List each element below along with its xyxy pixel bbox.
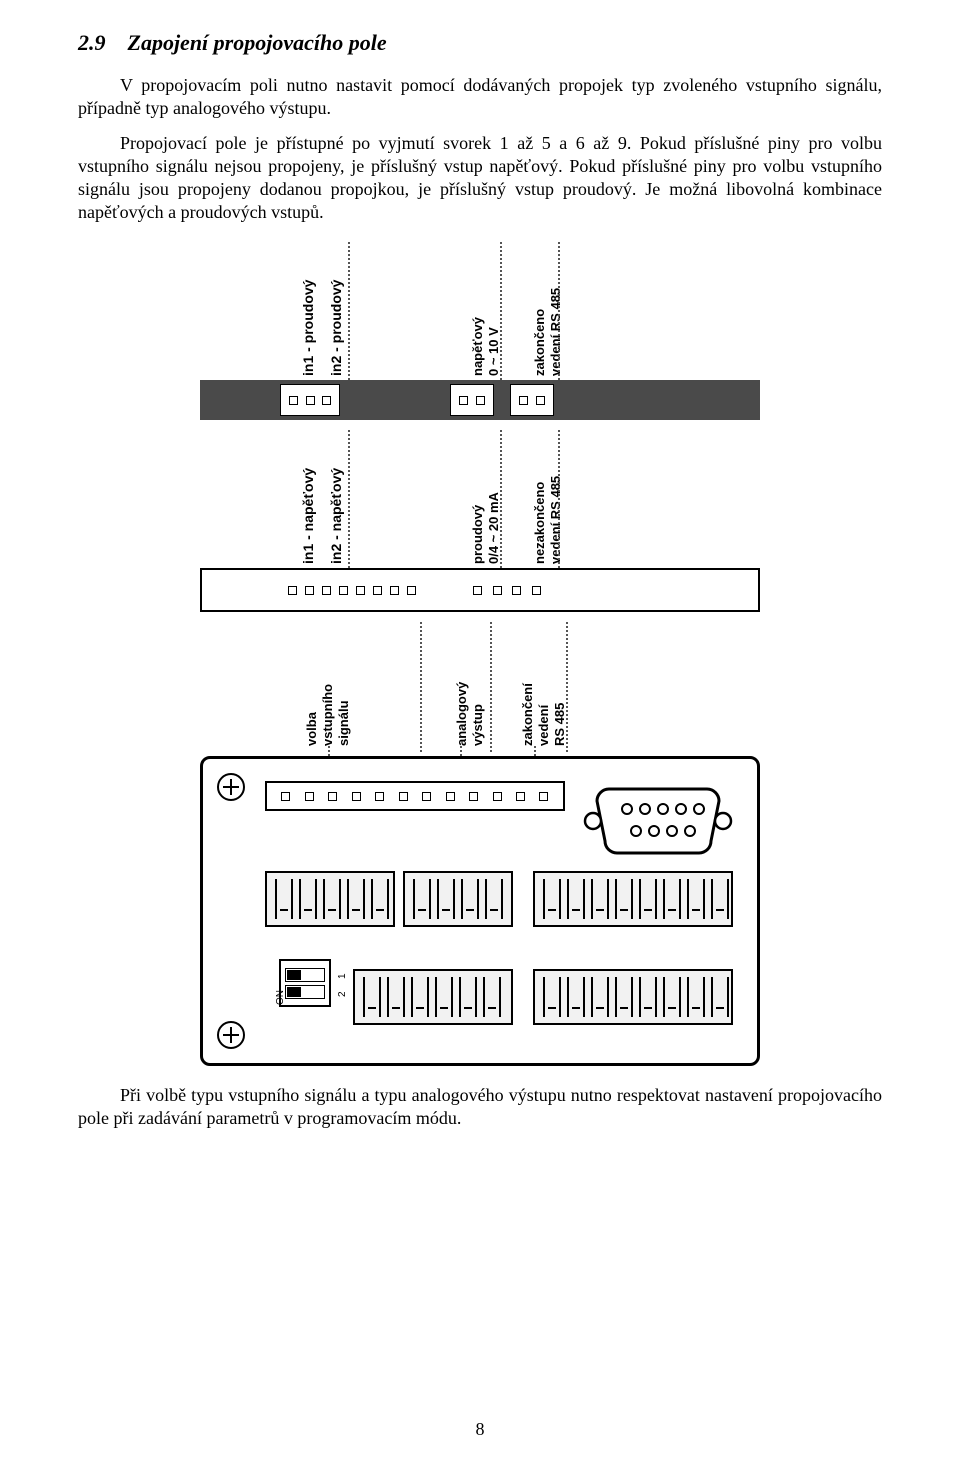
lbl-napetovy: napěťový <box>470 317 485 376</box>
grp-zak-3: RS 485 <box>552 703 567 746</box>
lbl-napetovy-2: 0 ~ 10 V <box>486 327 501 376</box>
terminal-block-left <box>265 871 395 927</box>
lbl-proudovy-2: 0/4 ~ 20 mA <box>486 492 501 564</box>
j1-block <box>280 384 340 416</box>
header-jumper <box>265 781 565 811</box>
lbl-in1-napetovy: in1 - napěťový <box>300 468 316 564</box>
dots <box>348 430 352 568</box>
paragraph-2: Propojovací pole je přístupné po vyjmutí… <box>78 132 882 224</box>
dots <box>420 622 424 752</box>
group-labels: volba vstupního signálu analogový výstup… <box>200 622 760 752</box>
jumper-strip-2 <box>200 568 760 612</box>
page-number: 8 <box>0 1419 960 1440</box>
grp-analog-1: analogový <box>454 682 469 746</box>
grp-analog-2: výstup <box>470 704 485 746</box>
dip-on-label: ON <box>275 990 286 1005</box>
grp-volba-3: signálu <box>336 701 351 747</box>
terminal-block-mid <box>403 871 513 927</box>
lbl-zakonceno: zakončeno <box>532 309 547 376</box>
strip1-labels: in1 - proudový in2 - proudový napěťový 0… <box>200 242 760 380</box>
grp-zak-2: vedení <box>536 705 551 746</box>
dip-2: 2 <box>337 992 348 998</box>
dots <box>500 242 504 380</box>
j1-block <box>450 384 494 416</box>
figure: in1 - proudový in2 - proudový napěťový 0… <box>78 242 882 1066</box>
grp-zak-1: zakončení <box>520 683 535 746</box>
j1-block <box>510 384 554 416</box>
heading-number: 2.9 <box>78 30 106 55</box>
lbl-nezakonceno: nezakončeno <box>532 482 547 564</box>
section-heading: 2.9 Zapojení propojovacího pole <box>78 30 882 56</box>
dots <box>558 430 562 568</box>
grp-volba-1: volba <box>304 712 319 746</box>
grp-volba-2: vstupního <box>320 684 335 746</box>
heading-text: Zapojení propojovacího pole <box>128 30 387 55</box>
closing-paragraph: Při volbě typu vstupního signálu a typu … <box>78 1084 882 1130</box>
dots <box>500 430 504 568</box>
lbl-in1-proudovy: in1 - proudový <box>300 280 316 376</box>
paragraph-1: V propojovacím poli nutno nastavit pomoc… <box>78 74 882 120</box>
dots <box>558 242 562 380</box>
screw-icon <box>217 1021 245 1049</box>
dip-1: 1 <box>337 974 348 980</box>
lbl-in2-proudovy: in2 - proudový <box>328 280 344 376</box>
rear-panel: ON 1 2 <box>200 756 760 1066</box>
lbl-proudovy: proudový <box>470 505 485 564</box>
dots <box>348 242 352 380</box>
dots <box>566 622 570 752</box>
terminal-block-bottom-right <box>533 969 733 1025</box>
terminal-block-bottom-left <box>353 969 513 1025</box>
jumper-strip-1 <box>200 380 760 420</box>
dots <box>490 622 494 752</box>
strip2-labels: in1 - napěťový in2 - napěťový proudový 0… <box>200 430 760 568</box>
terminal-block-right <box>533 871 733 927</box>
dip-switch <box>279 959 331 1007</box>
screw-icon <box>217 773 245 801</box>
lbl-in2-napetovy: in2 - napěťový <box>328 468 344 564</box>
dsub-connector <box>583 783 733 859</box>
